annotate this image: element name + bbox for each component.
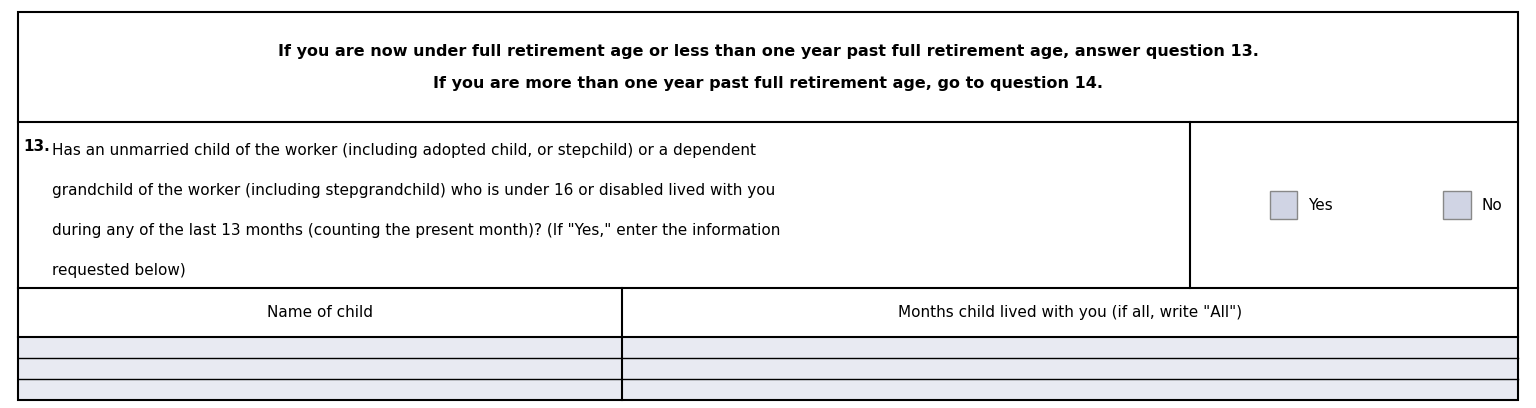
Text: If you are more than one year past full retirement age, go to question 14.: If you are more than one year past full … bbox=[433, 75, 1103, 91]
Bar bbox=[622, 358, 1518, 379]
Text: No: No bbox=[1481, 197, 1502, 213]
Bar bbox=[622, 337, 1518, 358]
Bar bbox=[18, 358, 622, 379]
Bar bbox=[18, 337, 622, 358]
Text: 13.: 13. bbox=[23, 139, 49, 154]
Text: during any of the last 13 months (counting the present month)? (If "Yes," enter : during any of the last 13 months (counti… bbox=[52, 223, 780, 238]
Bar bbox=[1269, 191, 1296, 219]
Bar bbox=[18, 379, 622, 400]
Bar bbox=[1444, 191, 1471, 219]
Text: Yes: Yes bbox=[1307, 197, 1333, 213]
Text: Name of child: Name of child bbox=[267, 305, 373, 319]
Text: If you are now under full retirement age or less than one year past full retirem: If you are now under full retirement age… bbox=[278, 44, 1258, 59]
Text: Has an unmarried child of the worker (including adopted child, or stepchild) or : Has an unmarried child of the worker (in… bbox=[52, 143, 756, 158]
Text: requested below): requested below) bbox=[52, 263, 186, 278]
Bar bbox=[622, 379, 1518, 400]
Text: Months child lived with you (if all, write "All"): Months child lived with you (if all, wri… bbox=[897, 305, 1243, 319]
Text: grandchild of the worker (including stepgrandchild) who is under 16 or disabled : grandchild of the worker (including step… bbox=[52, 183, 776, 198]
